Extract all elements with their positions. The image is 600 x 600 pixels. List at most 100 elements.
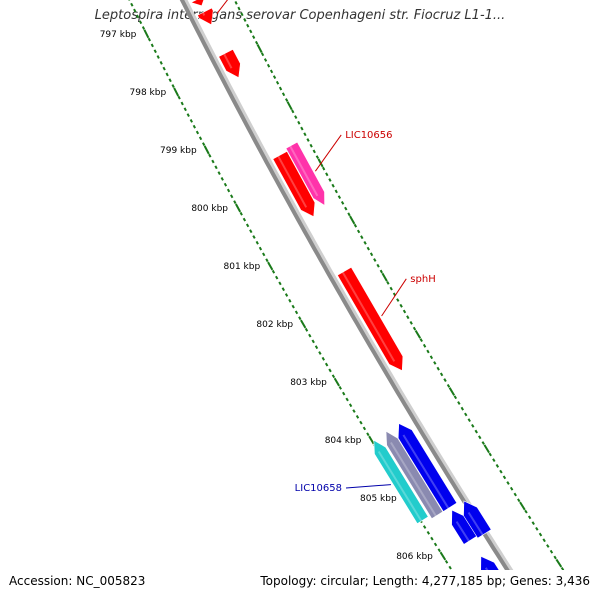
ruler-minor-tick [433,361,437,365]
gene-label-leader [381,278,407,317]
ruler-minor-tick [331,374,336,379]
genes [190,0,506,589]
ruler-minor-tick [527,515,532,520]
ruler-minor-tick [311,339,315,344]
ruler-minor-tick [165,72,169,77]
ruler-minor-tick [531,521,535,526]
ruler-minor-tick [347,212,351,217]
ruler-minor-tick [331,183,335,188]
gene-label[interactable]: LIC10656 [345,130,392,141]
ruler-minor-tick [549,549,554,554]
gene-arrow[interactable] [480,555,506,589]
ruler-minor-tick [509,486,514,491]
ruler-minor-tick [412,326,417,331]
ruler-minor-tick [437,548,441,553]
ruler-minor-tick [271,269,276,274]
ruler-minor-tick [492,458,496,463]
ruler-minor-tick [303,132,307,137]
ruler-minor-tick [133,8,137,13]
ruler-tick-label: 799 kbp [160,146,197,156]
ruler-major-tick [286,101,293,111]
ruler-minor-tick [159,60,163,65]
gene-label[interactable]: LIC10658 [295,483,342,494]
ruler-minor-tick [309,143,313,148]
gene-arrow[interactable] [285,141,325,206]
gene-arrow[interactable] [451,509,478,545]
ruler-minor-tick [246,23,250,28]
gene-arrow[interactable] [190,0,205,7]
ruler-minor-tick [460,406,464,411]
ruler-minor-tick [291,304,295,309]
gene-arrow[interactable] [373,439,429,525]
ruler-minor-tick [211,159,215,164]
ruler-minor-tick [422,525,427,529]
ruler-minor-tick [344,206,348,211]
ruler-minor-tick [239,211,243,216]
ruler-minor-tick [233,200,237,205]
ruler-minor-tick [234,0,238,5]
ruler-minor-tick [348,403,353,408]
ruler-minor-tick [260,52,265,57]
ruler-minor-tick [189,119,193,123]
gene-highlight [467,511,484,536]
ruler-minor-tick [255,240,259,245]
ruler-minor-tick [325,172,329,177]
gene-arrow[interactable] [397,423,458,512]
ruler-minor-tick [353,223,358,228]
ruler-minor-tick [356,229,361,234]
gene-highlight [390,441,437,517]
ruler-minor-tick [284,293,289,297]
ruler-major-tick [368,435,375,445]
gene-arrow[interactable] [385,430,444,520]
ruler-minor-tick [402,309,407,314]
gene-arrow[interactable] [197,7,214,26]
ruler-minor-tick [538,532,543,537]
ruler-minor-tick [426,349,430,354]
ruler-major-tick [235,203,242,213]
ruler-minor-tick [230,194,234,199]
ruler-minor-tick [338,385,342,390]
ruler-minor-tick [362,426,367,431]
ruler-major-tick [333,377,340,387]
gene-arrow[interactable] [463,500,492,539]
ruler-minor-tick [464,412,468,417]
ruler-minor-tick [502,475,507,480]
ruler-minor-tick [223,182,228,187]
ruler-minor-tick [366,246,370,251]
gene-highlight [201,12,206,16]
ruler-minor-tick [220,177,224,181]
ruler-minor-tick [553,555,557,560]
ruler-minor-tick [474,429,478,434]
gene-label[interactable]: sphH [410,274,435,285]
ruler-minor-tick [542,538,546,543]
ruler-minor-tick [360,235,364,240]
ruler-major-tick [555,558,563,568]
ruler-minor-tick [546,544,550,548]
ruler-minor-tick [171,84,175,88]
ruler-minor-tick [186,113,190,117]
ruler-minor-tick [265,258,269,263]
ruler-minor-tick [406,315,410,320]
gene-highlight [341,271,396,362]
ruler-minor-tick [180,101,184,106]
ruler-major-tick [317,158,324,168]
ruler-minor-tick [560,566,565,570]
ruler-minor-tick [443,378,447,383]
ruler: 797 kbp 798 kbp 799 kbp 800 kbp 801 kbp 802 k… [100,0,565,570]
ruler-minor-tick [379,269,383,274]
ruler-minor-tick [258,246,263,251]
gene-arrow[interactable] [272,150,316,218]
gene-arrow[interactable] [336,266,404,372]
ruler-minor-tick [306,138,310,142]
ruler-tick-label: 802 kbp [256,320,293,330]
ruler-minor-tick [478,435,482,440]
ruler-minor-tick [275,80,280,85]
ruler-minor-tick [150,43,154,48]
gene-arrow[interactable] [218,48,241,79]
ruler-minor-tick [488,452,492,457]
ruler-minor-tick [453,395,458,400]
ruler-minor-tick [183,107,187,112]
ruler-minor-tick [288,298,292,303]
ruler-minor-tick [314,345,319,350]
